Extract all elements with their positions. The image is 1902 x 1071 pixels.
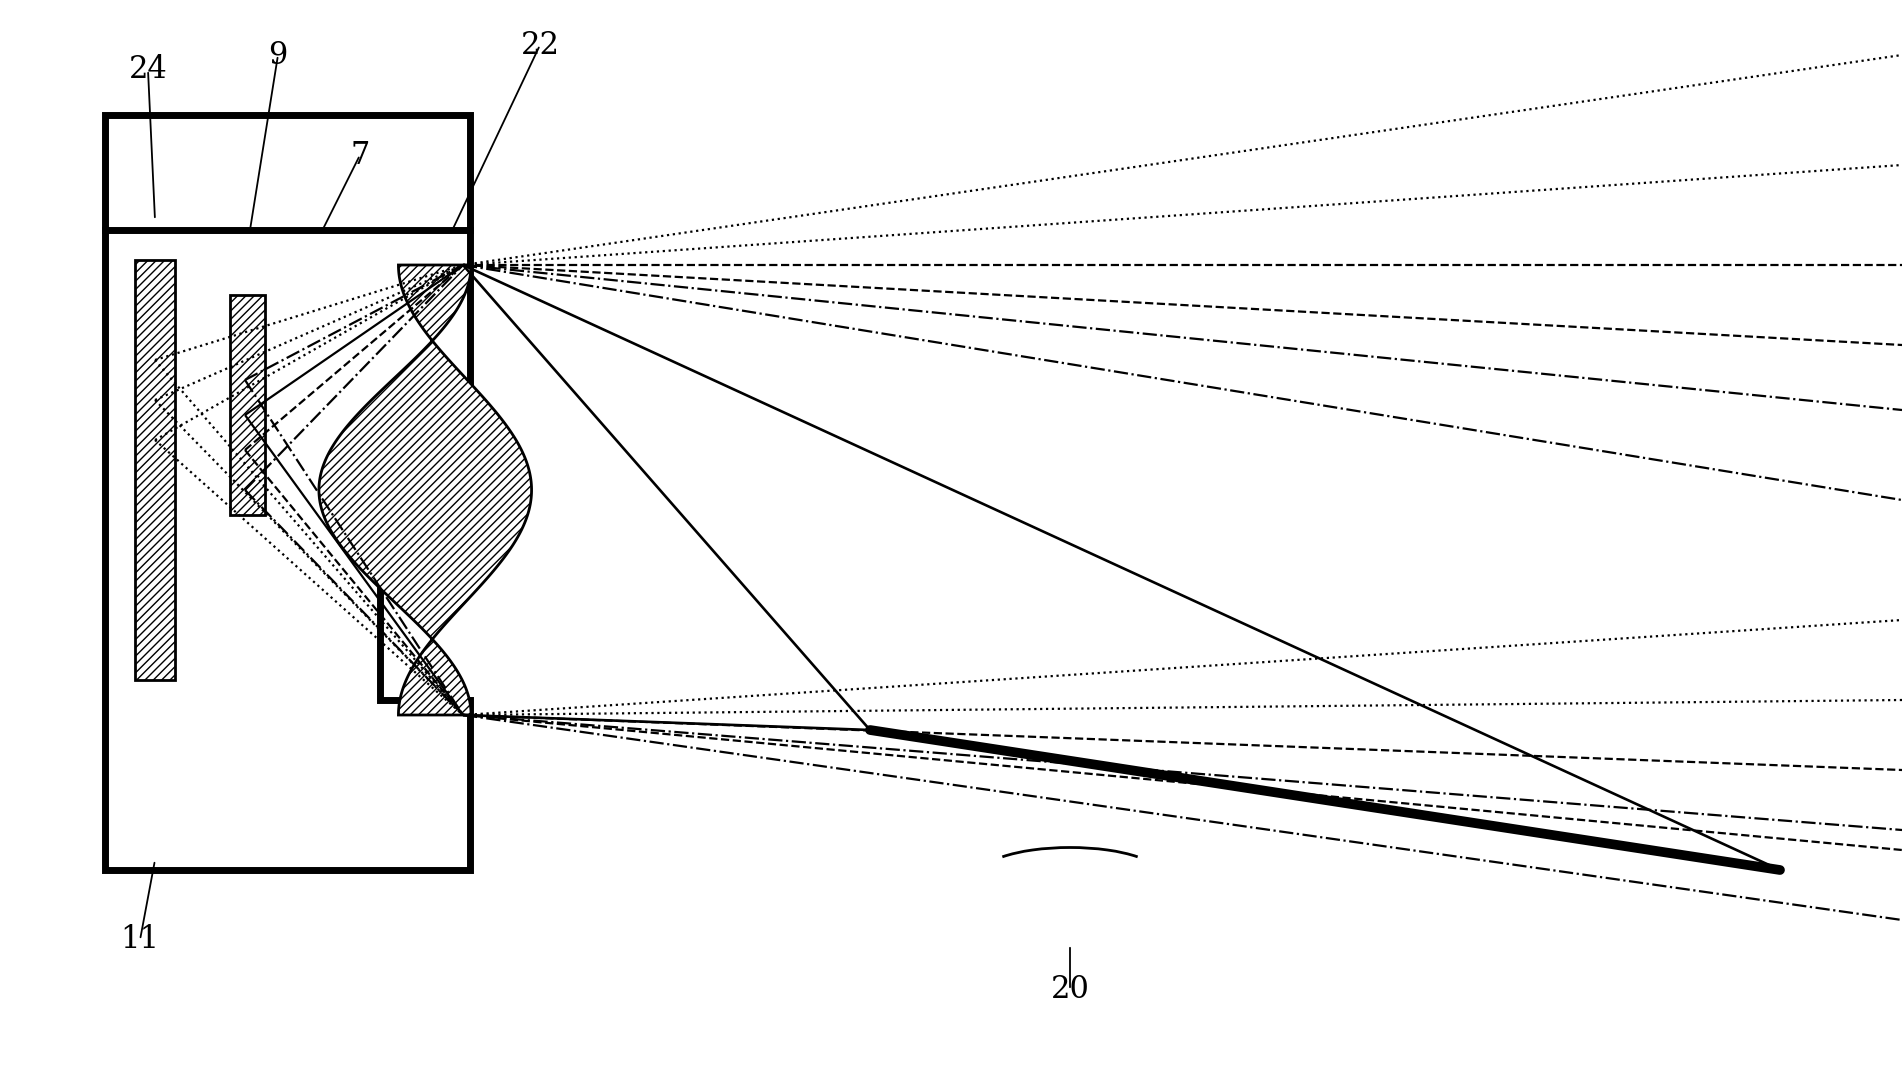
Text: 20: 20 <box>1050 975 1090 1006</box>
Text: 22: 22 <box>521 30 559 60</box>
Text: 24: 24 <box>129 55 167 86</box>
Polygon shape <box>320 265 531 715</box>
Text: 9: 9 <box>268 40 287 71</box>
Bar <box>230 295 264 515</box>
Text: 11: 11 <box>120 924 160 955</box>
Text: 7: 7 <box>350 139 369 170</box>
Bar <box>135 260 175 680</box>
